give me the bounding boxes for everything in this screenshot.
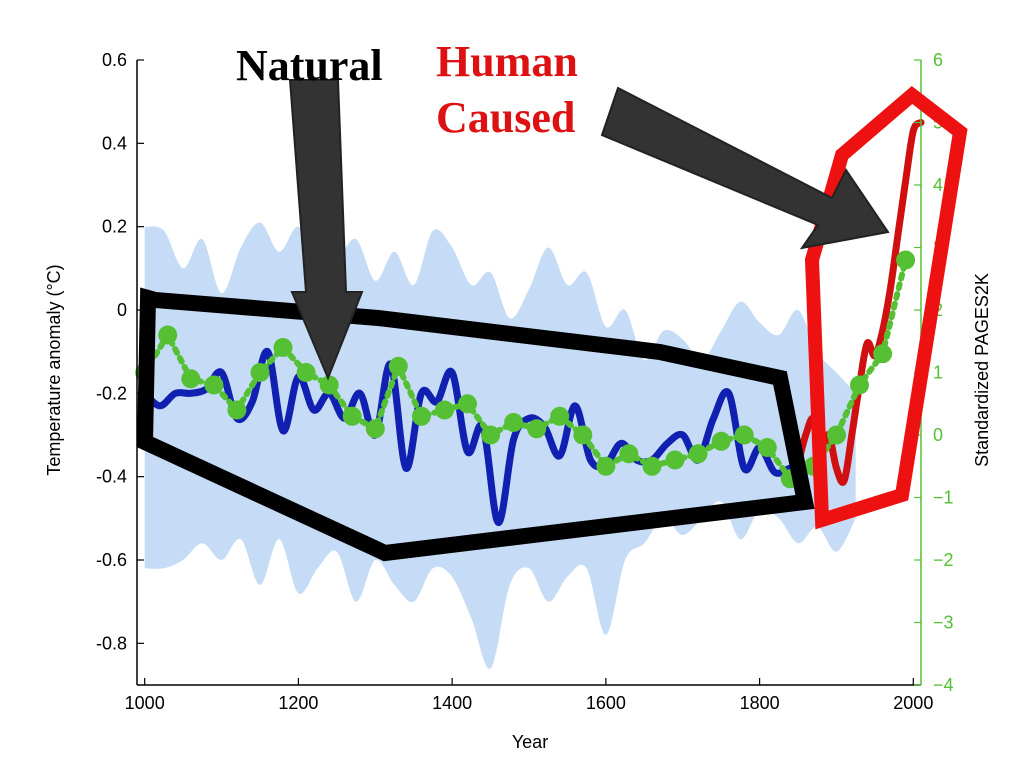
y-right-tick-label: 4 [933, 175, 943, 195]
pages2k-point [688, 444, 708, 464]
annotation-human: Human [436, 37, 578, 86]
natural-highlight-outline [136, 287, 815, 562]
pages2k-point [458, 394, 477, 414]
y-tick-label: -0.8 [96, 633, 127, 653]
y-tick-label: 0.6 [102, 50, 127, 70]
x-tick-label: 1000 [125, 693, 165, 713]
pages2k-point [734, 425, 754, 445]
pages2k-point [204, 375, 224, 395]
y-tick-label: -0.6 [96, 550, 127, 570]
pages2k-point [411, 406, 431, 426]
pages2k-point [827, 425, 846, 445]
pages2k-point [158, 325, 178, 345]
human-arrow [600, 86, 890, 250]
y-right-tick-label: −3 [933, 613, 954, 633]
pages2k-point [873, 344, 893, 364]
y-right-tick-label: 6 [933, 50, 943, 70]
pages2k-point [481, 425, 501, 445]
x-tick-label: 2000 [893, 693, 933, 713]
y-tick-label: -0.4 [96, 467, 127, 487]
pages2k-point [619, 444, 639, 464]
y-tick-label: -0.2 [96, 383, 127, 403]
y-right-tick-label: −4 [933, 675, 954, 695]
pages2k-point [296, 363, 316, 382]
human-highlight-outline [804, 85, 968, 530]
uncertainty-band-layer [144, 222, 856, 669]
pages2k-point [596, 456, 616, 476]
x-tick-label: 1800 [740, 693, 780, 713]
x-axis-title: Year [512, 732, 548, 752]
annotation-layer: Natural Human Caused [136, 37, 968, 562]
y-right-tick-label: −1 [933, 488, 954, 508]
y-axis-right-title: Standardized PAGES2K [972, 273, 992, 467]
y-tick-label: 0.4 [102, 133, 127, 153]
x-tick-label: 1400 [432, 693, 472, 713]
pages2k-point [342, 406, 362, 426]
pages2k-line [141, 257, 909, 483]
y-right-tick-label: 1 [933, 363, 943, 383]
y-axis-title: Temperature anomaly (°C) [44, 264, 64, 475]
pages2k-point [527, 419, 547, 439]
y-right-tick-label: −2 [933, 550, 954, 570]
pages2k-point [250, 363, 270, 382]
pages2k-point [435, 400, 454, 420]
pages2k-point [757, 438, 777, 457]
natural-arrow [288, 79, 364, 381]
pages2k-point [642, 456, 662, 476]
pages2k-point [181, 369, 201, 389]
y-tick-label: 0.2 [102, 217, 127, 237]
pages2k-point [319, 375, 339, 395]
pages2k-point [388, 356, 408, 376]
pages2k-point [550, 406, 570, 426]
x-tick-label: 1200 [278, 693, 318, 713]
pages2k-point [273, 338, 293, 357]
annotation-natural: Natural [236, 41, 383, 90]
pages2k-point [665, 450, 685, 470]
y-tick-label: 0 [117, 300, 127, 320]
pages2k-point [711, 431, 731, 451]
pages2k-point [573, 425, 593, 445]
pages2k-point [227, 400, 247, 420]
ticks-layer: 1000 1200 1400 1600 1800 2000 0.6 0.4 0.2 0 -0.2 -0… [96, 50, 954, 713]
pages2k-point [850, 375, 869, 395]
pages2k-point [504, 413, 524, 432]
uncertainty-band [144, 222, 856, 669]
x-tick-label: 1600 [586, 693, 626, 713]
pages2k-point [896, 250, 916, 270]
annotation-caused: Caused [436, 93, 575, 142]
y-right-tick-label: 0 [933, 425, 943, 445]
pages2k-point [365, 419, 385, 439]
